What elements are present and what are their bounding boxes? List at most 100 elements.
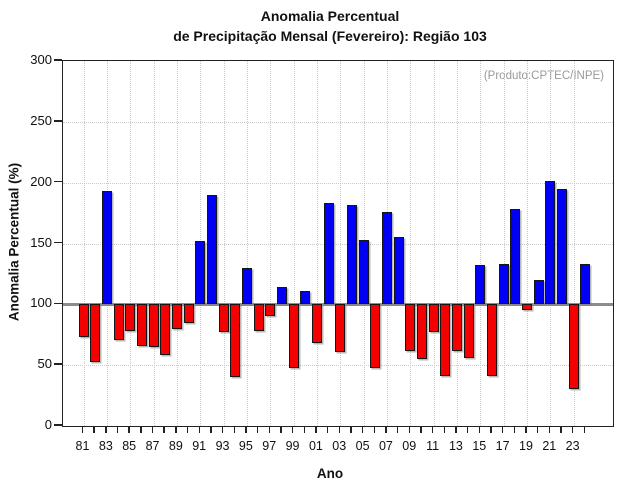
x-tick [128,426,130,433]
bar-2015 [475,265,486,305]
bar-2020 [533,280,544,305]
x-tick [186,426,189,433]
x-tick [501,426,504,433]
x-tick-label: 87 [145,439,160,453]
x-tick-label: 03 [332,439,347,453]
x-tick [291,426,294,433]
bar-1983 [101,191,112,305]
bar-1993 [218,304,229,333]
x-tick-label: 85 [122,439,137,453]
bar-2010 [416,304,427,360]
bar-2021 [545,181,556,305]
bar-2003 [335,304,346,352]
x-tick [490,426,492,433]
x-tick-label: 19 [519,439,533,453]
bar-2000 [300,290,311,305]
y-tick-label: 150 [30,234,52,250]
bar-2001 [311,304,322,344]
bar-1987 [148,304,159,347]
x-tick [571,426,574,433]
x-tick [396,426,399,433]
x-tick [408,426,410,433]
x-tick [233,426,235,433]
x-tick [175,426,177,433]
x-tick-label: 99 [285,439,300,453]
x-tick [105,426,107,433]
y-tick [54,424,62,426]
bar-2014 [463,304,474,358]
bar-2012 [440,304,451,377]
bar-1995 [241,267,252,305]
bar-2013 [451,304,462,351]
x-tick [256,426,259,433]
bar-2008 [393,237,404,305]
x-tick-label: 95 [238,439,253,453]
x-tick-label: 07 [378,439,393,453]
x-tick [385,426,387,433]
bar-2002 [323,203,334,305]
x-tick-label: 17 [495,439,510,453]
bar-2022 [556,188,567,305]
bar-1984 [113,304,124,340]
bar-2004 [346,204,357,305]
bar-2023 [568,304,579,390]
x-tick [210,426,212,433]
x-tick [350,426,352,433]
x-axis-title: Ano [316,466,344,481]
gridline-horizontal [63,365,613,367]
chart-title-line-1: Anomalia Percentual [260,8,400,24]
x-tick [338,426,340,433]
x-tick [163,426,165,433]
x-tick [443,426,445,433]
y-tick [54,180,62,183]
bar-1986 [136,304,147,346]
x-tick [116,426,119,433]
x-tick-label: 21 [542,439,557,453]
bar-1982 [90,304,101,362]
bar-1994 [230,304,241,378]
chart-title-line-2: de Precipitação Mensal (Fevereiro): Regi… [173,28,487,44]
x-tick-label: 89 [168,439,183,453]
x-tick [81,426,84,433]
y-tick-label: 100 [30,295,52,311]
x-tick [560,426,562,433]
x-tick [455,426,457,433]
bar-2009 [405,304,416,351]
y-tick-label: 50 [37,356,52,372]
bar-1985 [125,304,136,332]
x-tick [525,426,527,433]
x-tick [361,426,364,433]
x-tick [221,426,224,433]
bar-2018 [510,209,521,305]
x-tick [268,426,270,433]
x-tick-label: 83 [98,439,113,453]
x-tick-label: 13 [448,439,463,453]
gridline-horizontal [63,121,613,123]
x-tick [373,426,375,433]
x-tick [303,426,305,433]
x-tick [431,426,434,433]
gridline-horizontal [63,182,613,184]
x-tick [151,426,154,433]
bar-2017 [498,264,509,305]
bar-2011 [428,304,439,333]
x-tick-label: 93 [215,439,230,453]
x-tick-label: 97 [262,439,277,453]
x-tick-label: 23 [565,439,580,453]
x-tick-label: 09 [402,439,417,453]
x-tick-label: 91 [192,439,207,453]
y-tick [54,59,62,61]
bar-1988 [160,304,171,356]
x-tick [513,426,515,433]
x-tick [315,426,317,433]
x-tick [466,426,469,433]
x-tick [245,426,247,433]
x-tick [326,426,329,433]
bar-2005 [358,239,369,305]
bar-1990 [183,304,194,323]
y-tick [54,120,62,122]
x-tick [420,426,422,433]
bar-1989 [171,304,182,329]
x-tick-label: 15 [472,439,487,453]
x-tick [140,426,142,433]
